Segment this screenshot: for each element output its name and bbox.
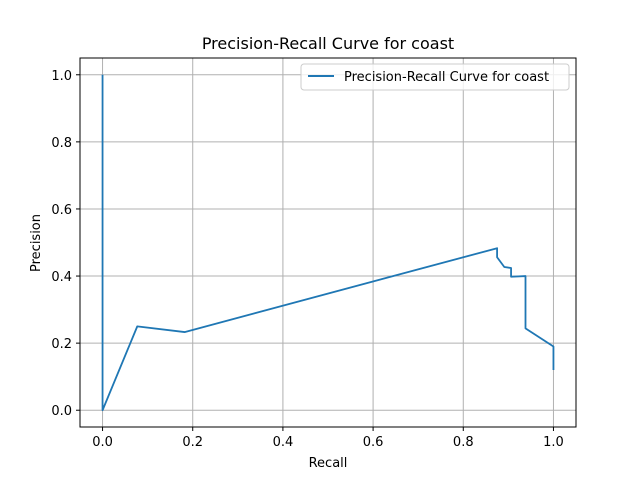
legend-entry-label: Precision-Recall Curve for coast	[344, 70, 549, 85]
grid-lines	[80, 58, 576, 427]
x-tick-label: 0.8	[453, 435, 474, 450]
y-tick-label: 1.0	[51, 69, 72, 84]
x-tick-label: 0.6	[363, 435, 384, 450]
plot-area	[101, 74, 555, 412]
y-axis-ticks: 0.0 0.2 0.4 0.6 0.8 1.0	[51, 69, 80, 419]
y-tick-label: 0.4	[51, 270, 72, 285]
axes-frame	[79, 57, 577, 428]
x-tick-label: 0.0	[92, 435, 113, 450]
chart-title: Precision-Recall Curve for coast	[202, 34, 454, 53]
y-tick-label: 0.6	[51, 203, 72, 218]
y-axis-label: Precision	[29, 214, 44, 272]
x-axis-label: Recall	[309, 456, 348, 471]
y-tick-label: 0.0	[51, 404, 72, 419]
y-tick-label: 0.8	[51, 136, 72, 151]
x-tick-label: 0.4	[273, 435, 294, 450]
y-tick-label: 0.2	[51, 337, 72, 352]
legend: Precision-Recall Curve for coast	[300, 63, 570, 91]
series-line	[101, 74, 555, 412]
x-axis-ticks: 0.0 0.2 0.4 0.6 0.8 1.0	[92, 427, 564, 450]
legend-box	[300, 63, 570, 91]
x-tick-label: 0.2	[182, 435, 203, 450]
x-tick-label: 1.0	[543, 435, 564, 450]
